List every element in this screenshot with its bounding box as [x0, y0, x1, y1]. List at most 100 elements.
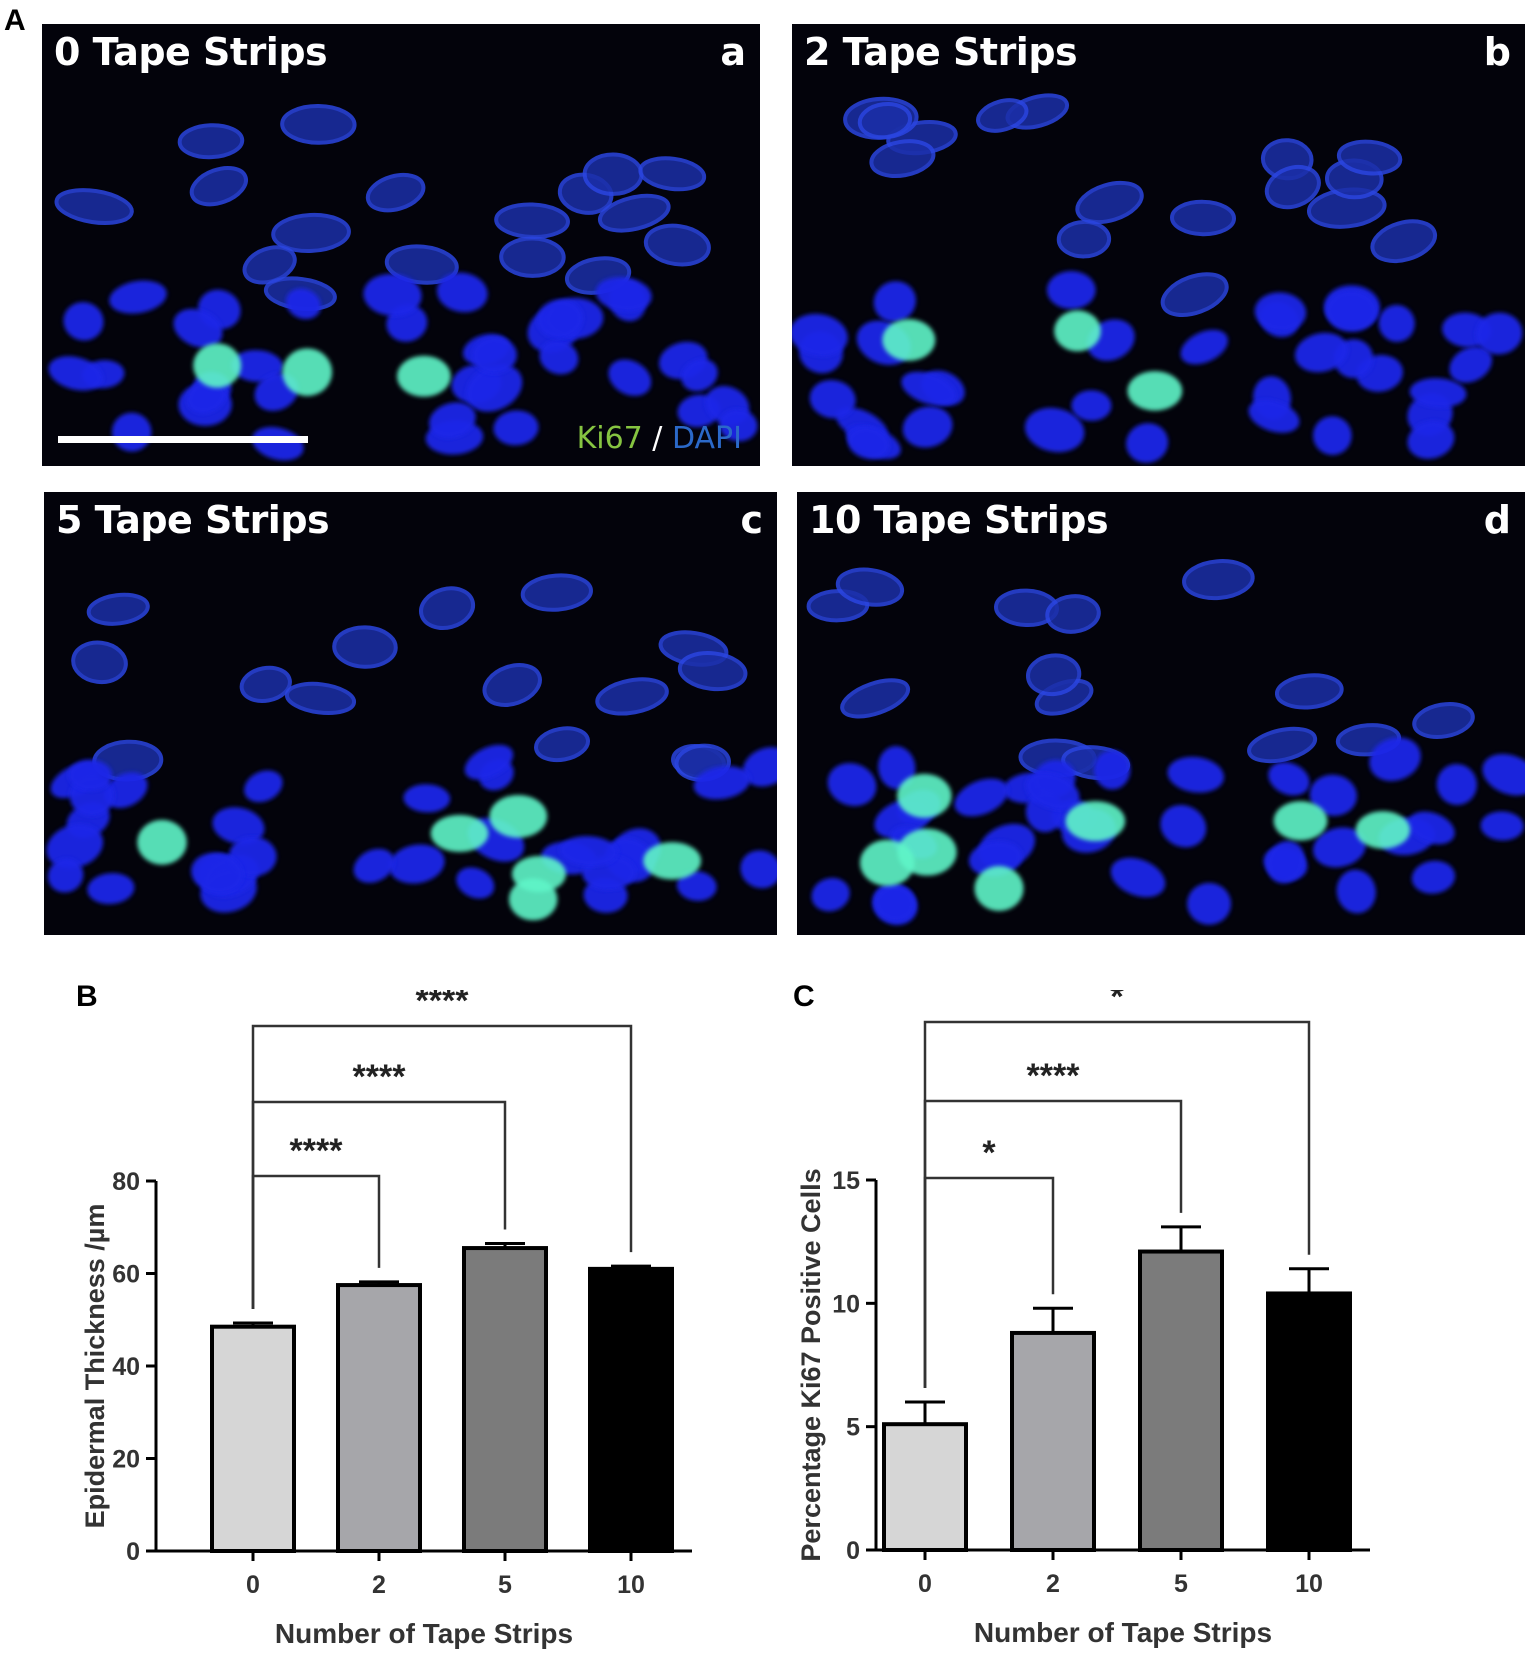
stain-legend: Ki67 / DAPI: [577, 421, 742, 456]
y-tick-label: 15: [832, 1167, 860, 1195]
x-tick-label: 0: [246, 1571, 260, 1599]
nucleus-mark: [1254, 292, 1307, 332]
nucleus-mark: [186, 380, 227, 414]
micrograph-title: 0 Tape Strips: [54, 30, 328, 74]
nucleus-mark: [582, 152, 644, 196]
nucleus-mark: [1408, 811, 1455, 845]
y-tick-label: 5: [846, 1414, 860, 1442]
nucleus-mark: [189, 165, 248, 207]
nucleus-mark: [681, 358, 718, 392]
nucleus-mark: [1378, 304, 1415, 343]
ki67-positive-mark: [1127, 371, 1183, 411]
nucleus-mark: [1475, 312, 1523, 355]
nucleus-mark: [466, 364, 523, 412]
nucleus-mark: [1071, 390, 1112, 421]
y-tick-label: 80: [112, 1168, 140, 1196]
nucleus-mark: [1482, 753, 1525, 796]
y-tick-label: 10: [832, 1290, 860, 1318]
nucleus-mark: [693, 765, 751, 800]
ki67-positive-mark: [430, 814, 489, 853]
nucleus-mark: [835, 567, 905, 607]
nucleus-mark: [809, 379, 856, 419]
stain-legend-counterstain: DAPI: [671, 421, 742, 456]
ki67-positive-mark: [896, 773, 952, 818]
nucleus-mark: [827, 763, 877, 807]
nucleus-mark: [191, 852, 244, 894]
nucleus-mark: [597, 193, 671, 233]
nucleus-mark: [1436, 763, 1477, 806]
nucleus-mark: [46, 824, 104, 869]
nucleus-mark: [1336, 139, 1403, 176]
nucleus-mark: [719, 408, 758, 442]
nucleus-mark: [403, 784, 451, 813]
ki67-positive-mark: [1065, 801, 1126, 842]
nucleus-mark: [1294, 332, 1348, 373]
y-tick-label: 60: [112, 1261, 140, 1289]
ki67-positive-mark: [1273, 801, 1328, 841]
nucleus-mark: [559, 836, 618, 867]
nucleus-mark: [419, 586, 476, 630]
nucleus-mark: [873, 281, 916, 322]
nucleus-mark: [1126, 423, 1169, 463]
nucleus-mark: [242, 245, 297, 285]
nucleus-mark: [1266, 840, 1305, 884]
nucleus-mark: [539, 340, 579, 375]
nucleus-mark: [494, 202, 570, 239]
nucleus-mark: [104, 772, 148, 809]
ki67-positive-mark: [859, 839, 915, 886]
bar-0: [882, 1422, 968, 1553]
nucleus-mark: [456, 867, 495, 899]
nucleus-mark: [212, 807, 265, 845]
nucleus-mark: [847, 426, 890, 460]
nucleus-mark: [1412, 701, 1475, 739]
ki67-positive-mark: [882, 319, 936, 361]
nucleus-mark: [429, 402, 476, 439]
micrograph-c: 5 Tape Strips c: [44, 492, 777, 935]
y-tick-label: 0: [846, 1537, 860, 1565]
nucleus-mark: [1160, 804, 1207, 848]
significance-label: ****: [290, 1132, 344, 1170]
nucleus-mark: [595, 677, 669, 716]
nucleus-mark: [239, 665, 292, 704]
ki67-positive-mark: [1054, 310, 1101, 352]
nucleus-mark: [1309, 774, 1357, 816]
nucleus-mark: [109, 280, 167, 314]
x-axis-label: Number of Tape Strips: [974, 1617, 1272, 1648]
x-tick-label: 2: [1046, 1570, 1060, 1598]
nucleus-mark: [1313, 827, 1366, 868]
nucleus-mark: [173, 308, 223, 348]
nucleus-mark: [968, 840, 1023, 877]
nucleus-mark: [285, 288, 321, 320]
nucleus-mark: [1025, 653, 1082, 697]
bar-2: [336, 1283, 422, 1553]
y-axis-label: Percentage Ki67 Positive Cells: [796, 1168, 826, 1561]
micrograph-letter: c: [740, 498, 763, 542]
bar-5: [1138, 1249, 1224, 1552]
panel-letter-b: B: [76, 980, 98, 1013]
nucleus-mark: [499, 236, 566, 278]
nucleus-mark: [608, 359, 652, 396]
nucleus-mark: [1075, 180, 1144, 225]
nucleus-mark: [365, 172, 426, 213]
bar-10: [588, 1266, 674, 1553]
micrograph-d: 10 Tape Strips d: [797, 492, 1525, 935]
x-tick-label: 5: [498, 1571, 512, 1599]
nucleus-mark: [1110, 857, 1166, 898]
nucleus-mark: [1187, 882, 1232, 925]
nucleus-mark: [536, 299, 584, 339]
ki67-positive-mark: [643, 842, 702, 880]
significance-bracket: [251, 1024, 633, 1309]
nucleus-mark: [1167, 756, 1224, 793]
ki67-positive-mark: [397, 355, 451, 397]
ki67-positive-mark: [137, 819, 187, 865]
nucleus-mark: [280, 104, 357, 145]
y-tick-label: 20: [112, 1446, 140, 1474]
y-tick-label: 0: [126, 1538, 140, 1566]
ki67-positive-mark: [193, 343, 242, 388]
nucleus-mark: [388, 844, 445, 884]
nucleus-mark: [177, 123, 245, 160]
x-tick-label: 0: [918, 1570, 932, 1598]
nucleus-mark: [482, 663, 542, 707]
nucleus-mark: [1268, 762, 1310, 796]
nucleus-mark: [874, 884, 916, 922]
